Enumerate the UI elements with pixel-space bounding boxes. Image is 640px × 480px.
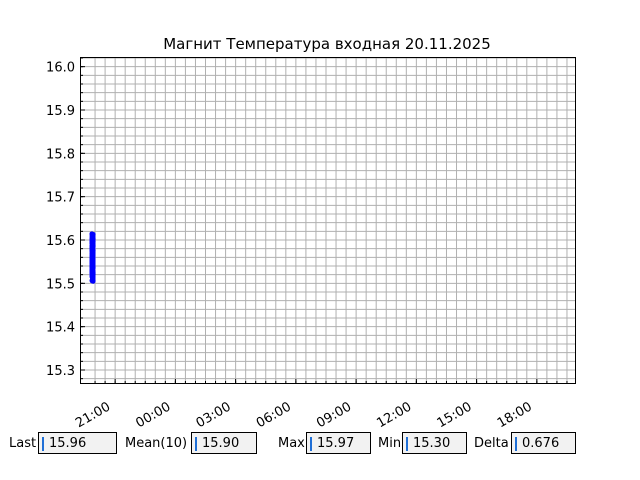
y-tick-label: 15.5	[46, 277, 75, 292]
y-tick-label: 15.6	[46, 234, 75, 249]
y-tick-label: 15.9	[46, 104, 75, 119]
stat-value: 15.90	[202, 436, 240, 451]
text-cursor	[515, 437, 517, 451]
data-point	[91, 270, 96, 275]
data-point	[91, 243, 96, 248]
text-cursor	[42, 437, 44, 451]
y-tick-label: 15.3	[46, 364, 75, 379]
stat-label: Min	[378, 436, 402, 451]
text-cursor	[310, 437, 312, 451]
stat-label: Delta	[474, 436, 509, 451]
grid	[81, 57, 575, 383]
x-tick-label: 18:00	[495, 399, 535, 431]
y-tick-label: 16.0	[46, 61, 75, 76]
data-point	[91, 259, 96, 265]
x-axis: 21:00 00:00 03:00 06:00 09:00 12:00 15:00 18:00	[73, 379, 568, 431]
x-tick-label: 12:00	[374, 399, 414, 431]
plot-frame	[80, 57, 576, 384]
series-line	[89, 231, 96, 284]
data-point	[91, 265, 96, 270]
text-cursor	[406, 437, 408, 451]
data-point	[91, 237, 96, 242]
data-point	[91, 232, 96, 237]
stat-label: Last	[9, 436, 37, 451]
x-tick-label: 06:00	[254, 399, 294, 431]
stat-label: Mean(10)	[125, 436, 188, 451]
x-tick-label: 09:00	[314, 399, 354, 431]
delta-value-field[interactable]: 0.676	[511, 432, 576, 454]
x-tick-label: 21:00	[73, 399, 113, 431]
data-point	[91, 247, 96, 253]
y-axis: 15.3 15.4 15.5 15.6 15.7 15.8 15.9 16.0	[46, 57, 85, 380]
min-value-field[interactable]: 15.30	[402, 432, 467, 454]
mean-value-field[interactable]: 15.90	[191, 432, 257, 454]
stat-value: 15.96	[49, 436, 87, 451]
text-cursor	[195, 437, 197, 451]
stat-value: 15.97	[317, 436, 355, 451]
y-tick-label: 15.8	[46, 147, 75, 162]
last-value-field[interactable]: 15.96	[38, 432, 117, 454]
stat-value: 15.30	[413, 436, 451, 451]
y-tick-label: 15.4	[46, 321, 75, 336]
x-tick-label: 03:00	[194, 399, 234, 431]
max-value-field[interactable]: 15.97	[306, 432, 371, 454]
chart-title: Магнит Температура входная 20.11.2025	[163, 35, 491, 53]
x-tick-label: 15:00	[435, 399, 475, 431]
y-tick-label: 15.7	[46, 191, 75, 206]
stat-value: 0.676	[522, 436, 560, 451]
stat-label: Max	[278, 436, 305, 451]
data-point	[91, 278, 96, 283]
x-tick-label: 00:00	[133, 399, 173, 431]
